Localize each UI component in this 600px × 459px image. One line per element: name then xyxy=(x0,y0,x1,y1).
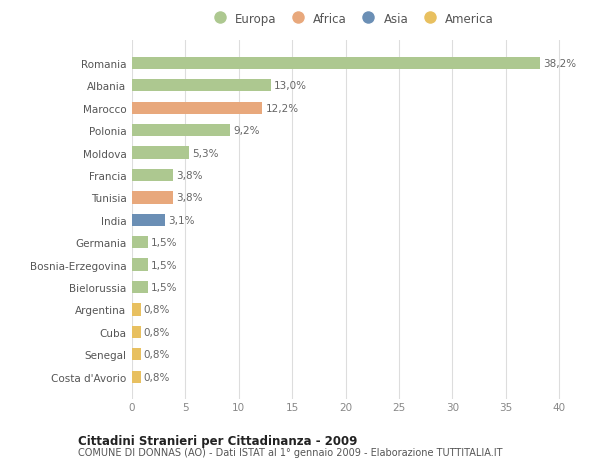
Text: COMUNE DI DONNAS (AO) - Dati ISTAT al 1° gennaio 2009 - Elaborazione TUTTITALIA.: COMUNE DI DONNAS (AO) - Dati ISTAT al 1°… xyxy=(78,448,503,458)
Text: Cittadini Stranieri per Cittadinanza - 2009: Cittadini Stranieri per Cittadinanza - 2… xyxy=(78,434,358,447)
Text: 0,8%: 0,8% xyxy=(144,305,170,315)
Bar xyxy=(132,304,140,316)
Bar xyxy=(132,80,271,92)
Text: 3,1%: 3,1% xyxy=(169,215,195,225)
Bar xyxy=(132,192,173,204)
Text: 38,2%: 38,2% xyxy=(543,59,577,69)
Text: 1,5%: 1,5% xyxy=(151,282,178,292)
Text: 5,3%: 5,3% xyxy=(192,148,218,158)
Legend: Europa, Africa, Asia, America: Europa, Africa, Asia, America xyxy=(203,8,499,30)
Bar xyxy=(132,147,188,159)
Bar xyxy=(132,281,148,294)
Text: 3,8%: 3,8% xyxy=(176,171,202,180)
Text: 3,8%: 3,8% xyxy=(176,193,202,203)
Bar xyxy=(132,169,173,182)
Text: 1,5%: 1,5% xyxy=(151,238,178,248)
Text: 13,0%: 13,0% xyxy=(274,81,307,91)
Text: 12,2%: 12,2% xyxy=(266,103,299,113)
Bar xyxy=(132,326,140,338)
Text: 0,8%: 0,8% xyxy=(144,327,170,337)
Text: 0,8%: 0,8% xyxy=(144,350,170,359)
Bar xyxy=(132,371,140,383)
Bar xyxy=(132,348,140,361)
Text: 0,8%: 0,8% xyxy=(144,372,170,382)
Bar xyxy=(132,125,230,137)
Bar xyxy=(132,259,148,271)
Bar xyxy=(132,214,165,226)
Bar xyxy=(132,57,540,70)
Bar xyxy=(132,102,262,115)
Text: 9,2%: 9,2% xyxy=(233,126,260,136)
Bar xyxy=(132,236,148,249)
Text: 1,5%: 1,5% xyxy=(151,260,178,270)
